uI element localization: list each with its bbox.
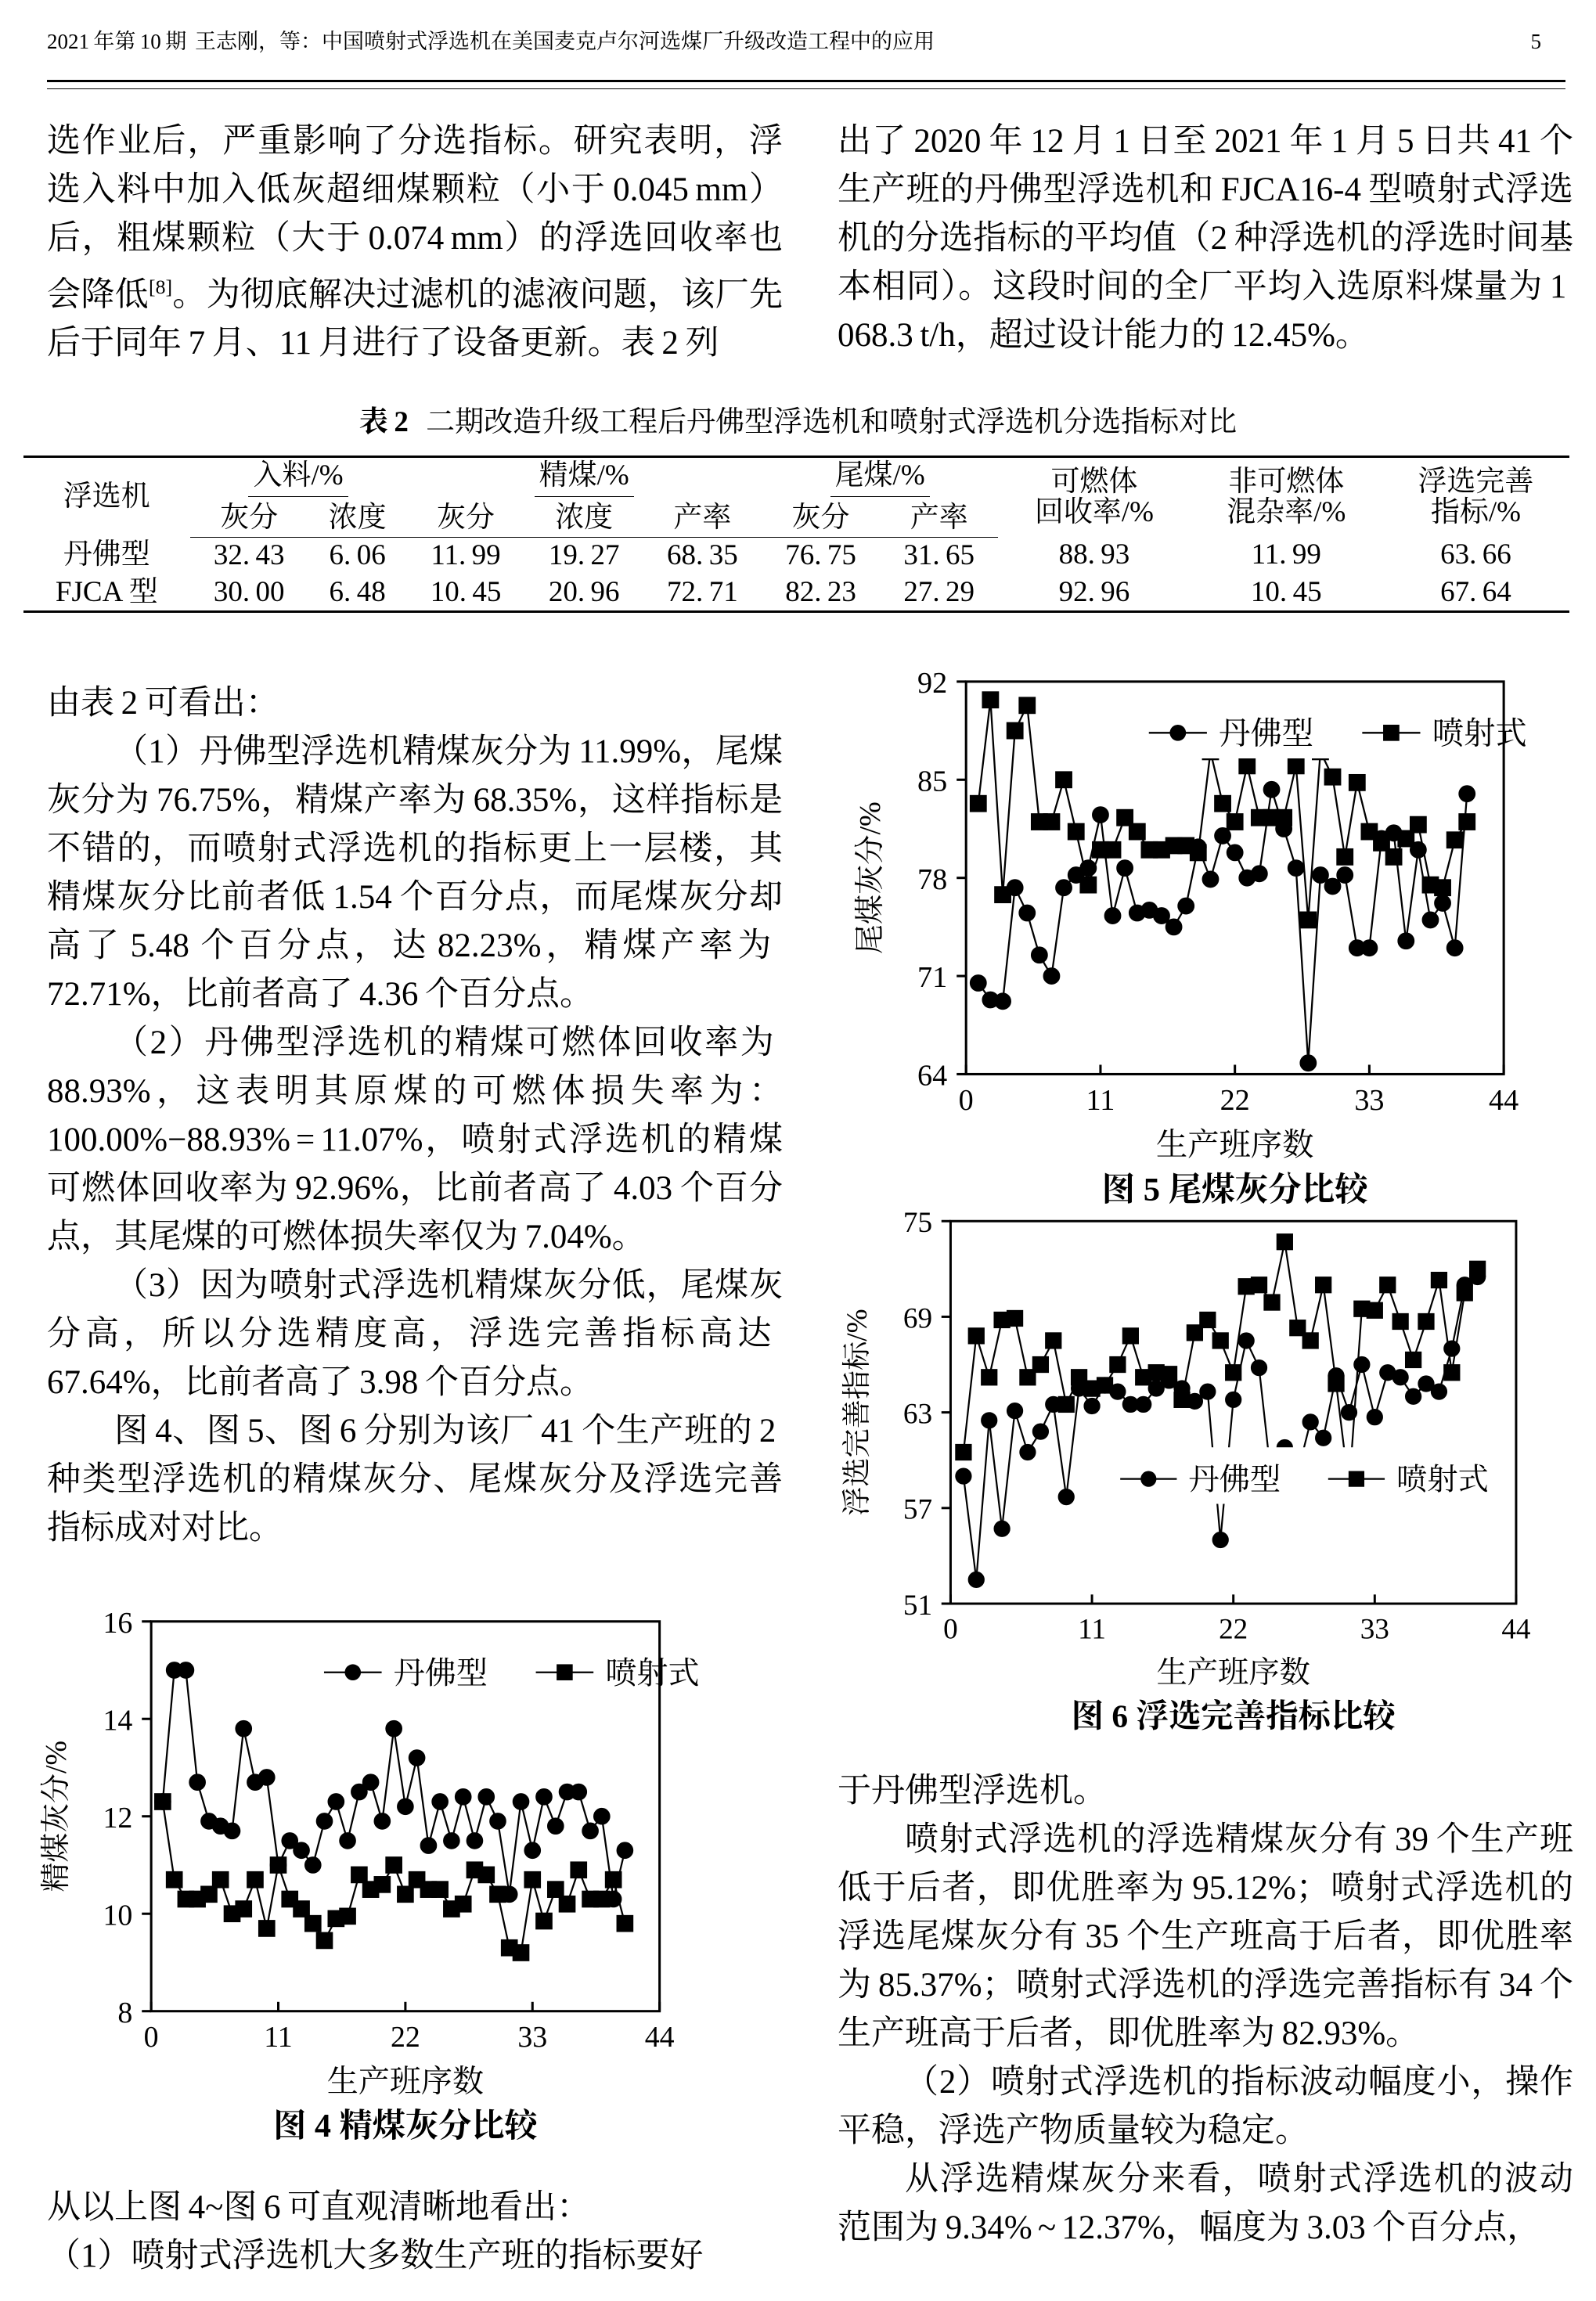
- svg-text:64: 64: [917, 1060, 947, 1093]
- svg-text:图 4 精煤灰分比较: 图 4 精煤灰分比较: [273, 2108, 539, 2144]
- svg-text:图 6 浮选完善指标比较: 图 6 浮选完善指标比较: [1072, 1698, 1399, 1734]
- svg-text:喷射式: 喷射式: [1396, 1462, 1489, 1496]
- svg-text:丹佛型: 丹佛型: [1188, 1462, 1281, 1496]
- svg-text:精煤灰分/%: 精煤灰分/%: [40, 1741, 73, 1892]
- svg-text:11: 11: [1086, 1084, 1115, 1117]
- svg-text:44: 44: [1489, 1084, 1519, 1117]
- svg-text:22: 22: [1220, 1084, 1250, 1117]
- svg-text:12: 12: [103, 1802, 132, 1835]
- svg-text:57: 57: [903, 1494, 932, 1526]
- svg-text:生产班序数: 生产班序数: [327, 2064, 484, 2099]
- svg-text:16: 16: [103, 1607, 132, 1640]
- svg-text:0: 0: [943, 1614, 958, 1646]
- svg-text:浮选完善指标/%: 浮选完善指标/%: [841, 1309, 874, 1515]
- svg-text:22: 22: [391, 2021, 420, 2054]
- svg-text:11: 11: [1078, 1614, 1106, 1646]
- svg-text:33: 33: [517, 2021, 547, 2054]
- svg-text:喷射式: 喷射式: [605, 1655, 699, 1691]
- svg-text:51: 51: [903, 1590, 932, 1622]
- svg-text:0: 0: [144, 2021, 159, 2054]
- svg-text:图 5 尾煤灰分比较: 图 5 尾煤灰分比较: [1102, 1172, 1371, 1208]
- svg-text:生产班序数: 生产班序数: [1156, 1655, 1310, 1690]
- svg-text:喷射式: 喷射式: [1432, 715, 1527, 751]
- svg-text:69: 69: [903, 1302, 932, 1334]
- svg-text:78: 78: [917, 863, 947, 896]
- svg-text:44: 44: [645, 2021, 675, 2054]
- svg-text:75: 75: [903, 1207, 932, 1239]
- svg-text:生产班序数: 生产班序数: [1156, 1127, 1314, 1162]
- svg-text:8: 8: [117, 1997, 132, 2029]
- svg-text:丹佛型: 丹佛型: [394, 1655, 488, 1691]
- svg-text:22: 22: [1219, 1614, 1248, 1646]
- svg-text:71: 71: [917, 961, 947, 994]
- svg-text:92: 92: [917, 667, 947, 700]
- svg-text:63: 63: [903, 1398, 932, 1430]
- svg-text:10: 10: [103, 1899, 132, 1932]
- svg-text:14: 14: [103, 1704, 132, 1737]
- svg-text:0: 0: [959, 1084, 974, 1117]
- svg-text:85: 85: [917, 765, 947, 798]
- svg-text:44: 44: [1501, 1614, 1530, 1646]
- svg-text:33: 33: [1354, 1084, 1384, 1117]
- svg-text:33: 33: [1360, 1614, 1389, 1646]
- svg-text:尾煤灰分/%: 尾煤灰分/%: [853, 801, 887, 954]
- svg-text:11: 11: [264, 2021, 292, 2054]
- svg-text:丹佛型: 丹佛型: [1219, 715, 1313, 751]
